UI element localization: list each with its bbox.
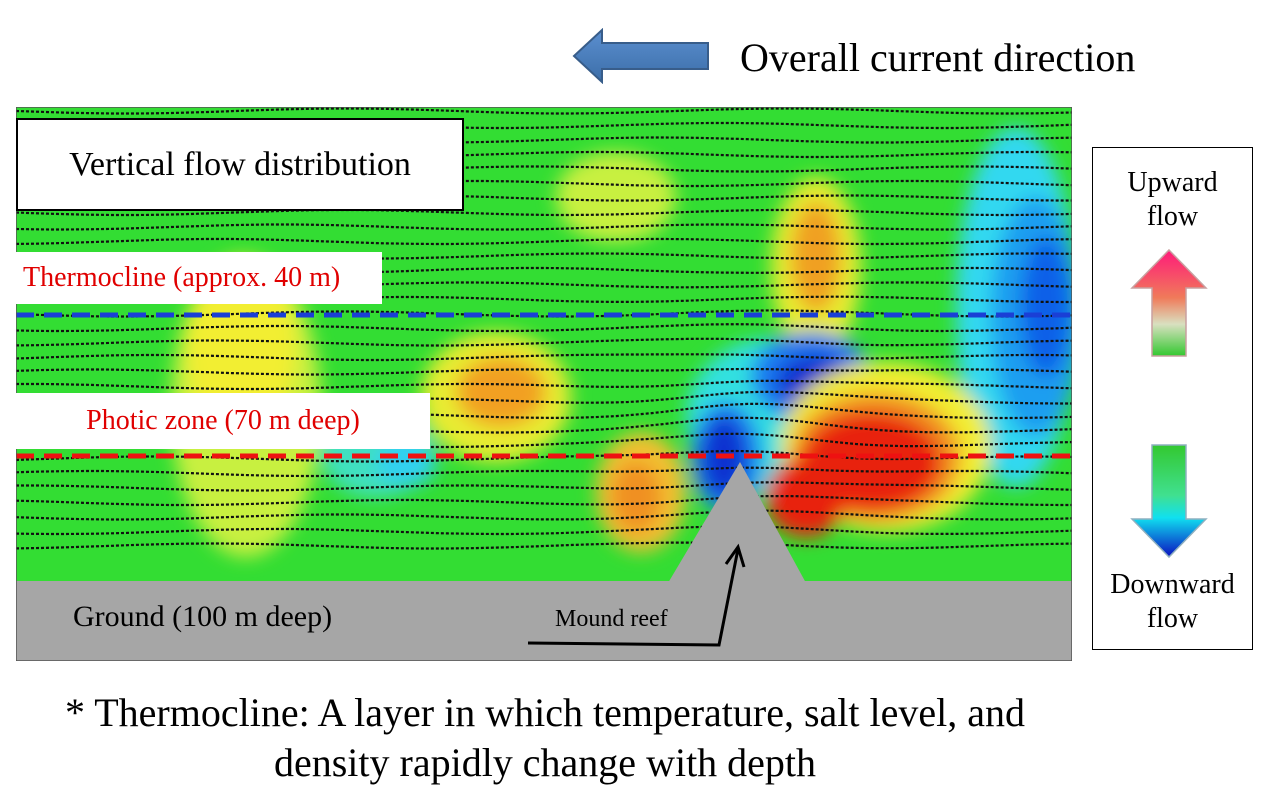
thermocline-label: Thermocline (approx. 40 m) <box>16 252 382 304</box>
mound-reef-label: Mound reef <box>555 606 668 632</box>
diagram-title: Vertical flow distribution <box>16 118 464 211</box>
streamline <box>16 495 1072 507</box>
streamline <box>16 107 1072 115</box>
legend-upward-label: Upward flow <box>1127 167 1218 232</box>
streamline <box>16 367 1072 376</box>
streamline <box>16 237 1072 246</box>
streamline <box>16 323 1072 333</box>
footnote: * Thermocline: A layer in which temperat… <box>0 688 1090 788</box>
down-arrow-icon <box>1130 444 1208 559</box>
streamline <box>16 208 1072 217</box>
footnote-term: Thermocline <box>94 690 299 735</box>
streamline <box>16 466 1072 478</box>
left-arrow-icon <box>572 28 709 84</box>
streamline <box>16 379 1072 391</box>
streamline <box>16 525 1072 536</box>
streamline <box>16 337 1072 347</box>
mound-pointer-arrow <box>527 543 746 647</box>
streamline <box>16 509 1072 521</box>
footnote-line-1: * Thermocline: A layer in which temperat… <box>0 688 1090 738</box>
streamline <box>16 223 1072 231</box>
flow-legend: Upward flow Downward flow <box>1092 147 1253 650</box>
streamline <box>16 481 1072 492</box>
footnote-definition-part-1: : A layer in which temperature, salt lev… <box>298 690 1026 735</box>
photic-zone-label: Photic zone (70 m deep) <box>16 393 430 449</box>
current-direction-label: Overall current direction <box>740 35 1136 80</box>
mound-reef <box>668 462 806 583</box>
legend-downward-label: Downward flow <box>1110 569 1235 634</box>
footnote-marker: * <box>64 690 85 735</box>
footnote-line-2: density rapidly change with depth <box>273 740 817 785</box>
streamline <box>16 541 1072 550</box>
streamline <box>16 353 1072 362</box>
ground-label: Ground (100 m deep) <box>73 600 333 633</box>
up-arrow-icon <box>1130 248 1208 357</box>
ground <box>16 581 1072 661</box>
